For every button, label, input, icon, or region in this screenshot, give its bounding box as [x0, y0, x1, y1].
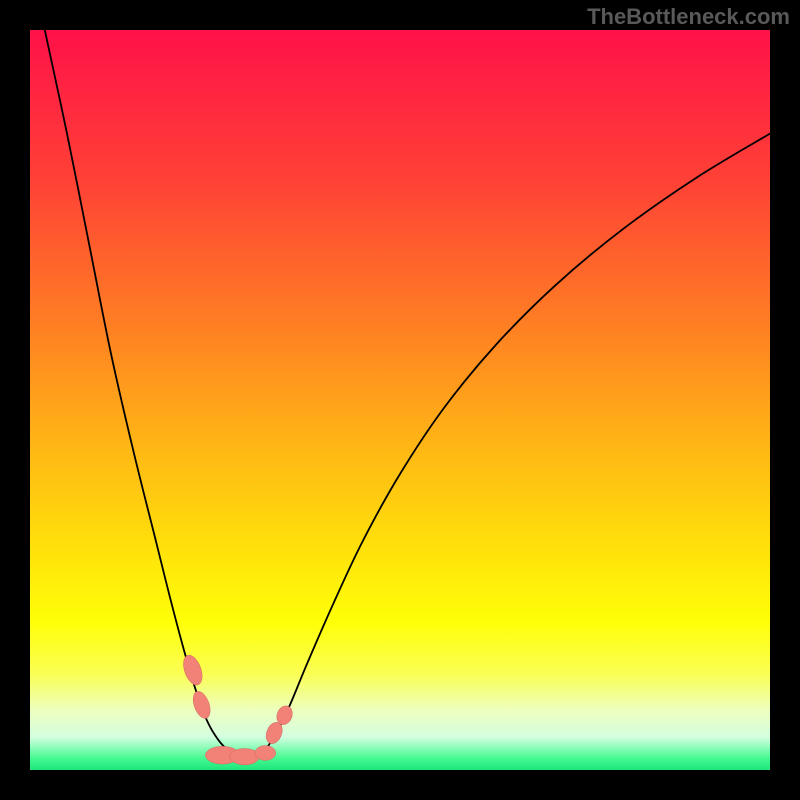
watermark-label: TheBottleneck.com [587, 4, 790, 30]
chart-frame: TheBottleneck.com [0, 0, 800, 800]
gradient-background [30, 30, 770, 770]
plot-area [30, 30, 770, 770]
bottleneck-curve-chart [30, 30, 770, 770]
curve-marker [255, 746, 276, 761]
curve-marker [230, 749, 260, 765]
